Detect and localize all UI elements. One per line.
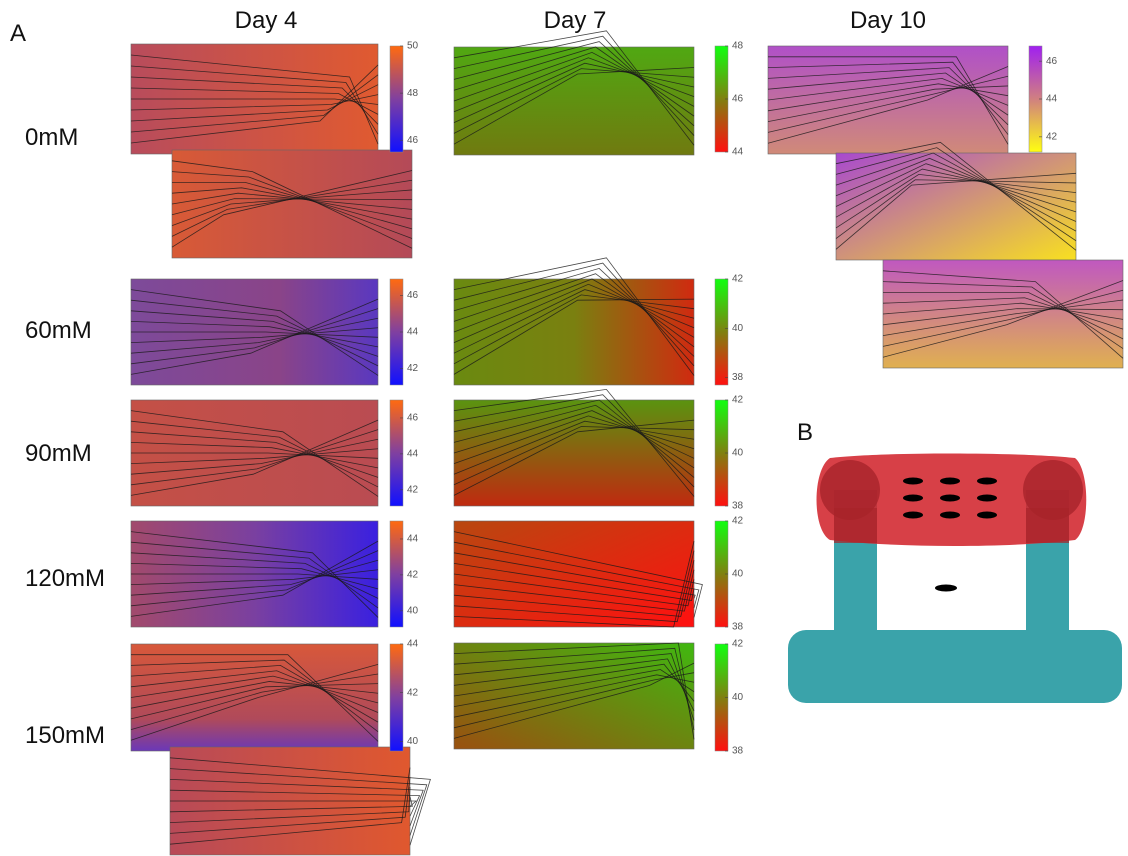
- colorbar-tick-label: 42: [407, 363, 419, 374]
- colorbar-tick-label: 42: [1046, 131, 1058, 142]
- contour-plot: [131, 644, 378, 751]
- colorbar-tick-label: 50: [407, 41, 419, 52]
- colorbar-tick-label: 42: [732, 639, 744, 650]
- contour-plot: [170, 747, 430, 855]
- colorbar-tick-label: 46: [732, 94, 744, 105]
- column-title: Day 10: [850, 7, 926, 34]
- colorbar-tick-label: 44: [407, 327, 419, 338]
- contour-plot: [454, 258, 694, 385]
- plot-area: [768, 46, 1008, 154]
- colorbar-tick-label: 46: [407, 290, 419, 301]
- contour-plot: [454, 31, 694, 155]
- colorbar-tick-label: 44: [407, 639, 419, 650]
- colorbar-tick-label: 46: [407, 413, 419, 424]
- colorbar-tick-label: 42: [732, 516, 744, 527]
- panel-label: B: [797, 419, 813, 446]
- column-title: Day 4: [235, 7, 298, 34]
- colorbar-tick-label: 48: [407, 88, 419, 99]
- colorbar-tick-label: 46: [407, 135, 419, 146]
- colorbar: [390, 46, 403, 152]
- colorbar-tick-label: 44: [407, 449, 419, 460]
- colorbar-tick-label: 46: [1046, 56, 1058, 67]
- contour-plot: [768, 46, 1008, 154]
- colorbar-tick-label: 38: [732, 501, 744, 512]
- colorbar-tick-label: 40: [407, 736, 419, 747]
- colorbar-tick-label: 44: [407, 534, 419, 545]
- row-label: 0mM: [25, 124, 78, 151]
- colorbar-tick-label: 40: [732, 569, 744, 580]
- colorbar-tick-label: 38: [732, 622, 744, 633]
- base: [788, 630, 1122, 703]
- plot-area: [836, 153, 1076, 260]
- colorbar: [390, 644, 403, 751]
- colorbar-tick-label: 40: [732, 323, 744, 334]
- contour-plot: [454, 389, 694, 506]
- joint: [834, 508, 877, 543]
- joint: [1026, 508, 1069, 543]
- row-label: 90mM: [25, 440, 92, 467]
- colorbar-tick-label: 40: [407, 605, 419, 616]
- contour-plot: [836, 142, 1076, 260]
- column-title: Day 7: [544, 7, 607, 34]
- contour-plot: [131, 400, 378, 506]
- colorbar-tick-label: 48: [732, 41, 744, 52]
- colorbar-tick-label: 40: [732, 692, 744, 703]
- plot-area: [454, 643, 694, 749]
- diagram: [788, 454, 1122, 704]
- plot-area: [172, 150, 412, 258]
- colorbar-tick-label: 42: [407, 687, 419, 698]
- colorbar-tick-label: 44: [732, 147, 744, 158]
- contour-plot: [454, 521, 702, 627]
- colorbar-tick-label: 42: [407, 570, 419, 581]
- contour-plot: [131, 521, 378, 627]
- contour-plot: [131, 44, 378, 154]
- colorbar-tick-label: 44: [1046, 94, 1058, 105]
- colorbar-tick-label: 42: [732, 395, 744, 406]
- row-label: 120mM: [25, 565, 105, 592]
- contour-plot: [172, 150, 412, 258]
- contour-plot: [454, 643, 694, 749]
- colorbar-tick-label: 38: [732, 746, 744, 757]
- contour-plot: [131, 279, 378, 385]
- contour-plot: [883, 260, 1123, 368]
- row-label: 60mM: [25, 317, 92, 344]
- colorbar-tick-label: 42: [732, 274, 744, 285]
- colorbar-tick-label: 40: [732, 448, 744, 459]
- figure: A B 0mM 60mM 90mM 120mM 150mM Day 4 46 48 50 42 44…: [0, 0, 1128, 856]
- panel-label: A: [10, 20, 26, 47]
- row-label: 150mM: [25, 722, 105, 749]
- colorbar: [715, 279, 728, 385]
- colorbar-tick-label: 38: [732, 372, 744, 383]
- colorbar-tick-label: 42: [407, 484, 419, 495]
